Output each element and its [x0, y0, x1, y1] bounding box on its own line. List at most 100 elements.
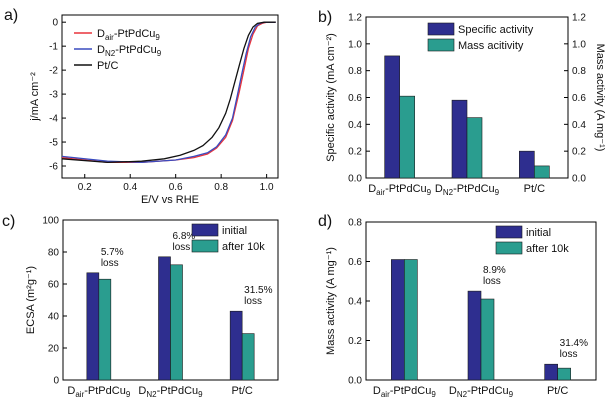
- legend-label-a-1-post: -PtPdCu: [115, 44, 157, 56]
- panel-d: d)0.00.20.40.60.8Dair-PtPdCu9 DN2-PtPdCu9…: [318, 213, 596, 399]
- legend-label-a-1-pre: D: [97, 44, 105, 56]
- category-label-b-0-pre: D: [368, 183, 376, 195]
- legend-label-a-0-pre: D: [97, 28, 105, 40]
- category-label-b-1: DN2-PtPdCu9: [435, 183, 500, 197]
- category-label-b-2-pre: Pt/C: [524, 183, 545, 195]
- bar-b-0-0: [385, 56, 400, 178]
- legend-label-a-1-sub2: 9: [157, 49, 162, 58]
- category-label-d-1-sub: N2: [457, 390, 468, 399]
- y-tick-label-a: 0: [52, 18, 58, 29]
- legend-label-a-1: DN2-PtPdCu9: [97, 44, 162, 58]
- y-tick-label-b: 1.0: [348, 39, 362, 50]
- series-line-a-2: [62, 22, 276, 162]
- category-label-d-1-pre: D: [449, 385, 457, 397]
- x-tick-label-a: 0.8: [214, 182, 228, 193]
- bar-c-0-0: [87, 273, 99, 380]
- y-axis-label-c: ECSA (m²g⁻¹): [25, 266, 37, 334]
- panel-c: c)020406080100Dair-PtPdCu95.7%lossDN2-Pt…: [2, 213, 278, 399]
- bar-d-1-1: [481, 299, 494, 380]
- legend-label-a-0-sub: air: [105, 33, 114, 42]
- legend-swatch-d-0: [496, 226, 522, 238]
- legend-label-a-0-sub2: 9: [155, 33, 160, 42]
- y-tick-label-c: 40: [48, 312, 60, 323]
- bar-d-1-0: [404, 260, 417, 380]
- category-label-b-1-sub2: 9: [495, 188, 500, 197]
- y-tick-label-a: -2: [49, 66, 58, 77]
- loss-annotation-c-0: loss: [101, 258, 119, 269]
- bar-b-1-0: [400, 96, 415, 178]
- x-tick-label-a: 1.0: [260, 182, 274, 193]
- category-label-d-1-post: -PtPdCu: [467, 385, 509, 397]
- loss-annotation-d-2: 31.4%: [560, 338, 588, 349]
- x-tick-label-a: 0.2: [78, 182, 92, 193]
- y-tick-label-b: 0.8: [348, 66, 362, 77]
- bar-c-0-1: [159, 257, 171, 380]
- category-label-d-0-pre: D: [373, 385, 381, 397]
- y-tick-label-c: 20: [48, 344, 60, 355]
- loss-annotation-c-2: 31.5%: [244, 285, 272, 296]
- bar-d-0-0: [391, 260, 404, 380]
- legend-swatch-c-1: [192, 240, 218, 252]
- panel-label-b: b): [318, 9, 332, 26]
- bar-c-0-2: [230, 311, 242, 380]
- legend-label-a-1-sub: N2: [105, 49, 116, 58]
- y-tick-label-right-b: 1.0: [572, 39, 586, 50]
- category-label-c-0-sub2: 9: [126, 390, 131, 399]
- x-tick-label-a: 0.4: [123, 182, 137, 193]
- category-label-b-1-post: -PtPdCu: [453, 183, 495, 195]
- y-tick-label-c: 0: [53, 376, 59, 387]
- category-label-c-1-sub: N2: [146, 390, 157, 399]
- y-tick-label-right-b: 1.2: [572, 13, 586, 24]
- category-label-c-0-post: -PtPdCu: [84, 385, 126, 397]
- category-label-b-0-post: -PtPdCu: [385, 183, 427, 195]
- y-tick-label-c: 80: [48, 248, 60, 259]
- legend-label-a-0-post: -PtPdCu: [114, 28, 156, 40]
- y-tick-label-a: -5: [49, 138, 58, 149]
- y-tick-label-right-b: 0.4: [572, 120, 586, 131]
- bar-c-1-2: [242, 334, 254, 380]
- category-label-b-1-pre: D: [435, 183, 443, 195]
- category-label-d-0-post: -PtPdCu: [390, 385, 432, 397]
- category-label-b-0: Dair-PtPdCu9: [368, 183, 431, 197]
- legend-swatch-c-0: [192, 224, 218, 236]
- category-label-c-2-pre: Pt/C: [231, 385, 252, 397]
- bar-d-0-2: [545, 364, 558, 380]
- bar-d-0-1: [468, 291, 481, 380]
- y-tick-label-b: 0.4: [348, 120, 362, 131]
- category-label-d-0-sub: air: [381, 390, 390, 399]
- category-label-d-0: Dair-PtPdCu9: [373, 385, 436, 399]
- y-tick-label-b: 0.0: [348, 174, 362, 185]
- y-tick-label-c: 100: [42, 216, 59, 227]
- loss-annotation-c-2: loss: [244, 296, 262, 307]
- panel-a: a) 0.2 0.4 0.6 0.8 1.0 0 -1 -2 -3 -4 -5 -6 E/V vs RHE…: [4, 7, 278, 206]
- category-label-d-2: Pt/C: [547, 385, 568, 397]
- category-label-d-1: DN2-PtPdCu9: [449, 385, 514, 399]
- y-tick-label-d: 0.8: [348, 218, 362, 229]
- category-label-c-1-pre: D: [138, 385, 146, 397]
- series-line-a-1: [62, 22, 276, 162]
- legend-label-a-0: Dair-PtPdCu9: [97, 28, 160, 42]
- legend-label-a-2-pre: Pt/C: [97, 60, 118, 72]
- x-tick-label-a: 0.6: [169, 182, 183, 193]
- legend-swatch-d-1: [496, 242, 522, 254]
- y-tick-label-a: -3: [49, 90, 58, 101]
- loss-annotation-d-2: loss: [560, 349, 578, 360]
- category-label-d-0-sub2: 9: [431, 390, 436, 399]
- category-label-b-1-sub: N2: [443, 188, 454, 197]
- bar-b-0-1: [452, 100, 467, 178]
- bar-b-0-2: [519, 151, 534, 178]
- y-tick-label-right-b: 0.0: [572, 174, 586, 185]
- category-label-c-1: DN2-PtPdCu9: [138, 385, 203, 399]
- y-axis-label-d: Mass activity (A mg⁻¹): [325, 247, 337, 355]
- category-label-d-2-pre: Pt/C: [547, 385, 568, 397]
- bar-b-1-1: [467, 118, 482, 178]
- panel-label-a: a): [4, 7, 18, 24]
- y-tick-label-d: 0.0: [348, 376, 362, 387]
- bar-b-1-2: [534, 166, 549, 178]
- y-tick-label-a: -6: [49, 162, 58, 173]
- bar-c-1-0: [99, 279, 111, 380]
- y-axis-label-a: j/mA cm⁻²: [29, 72, 41, 122]
- category-label-d-1-sub2: 9: [509, 390, 514, 399]
- category-label-c-1-post: -PtPdCu: [157, 385, 199, 397]
